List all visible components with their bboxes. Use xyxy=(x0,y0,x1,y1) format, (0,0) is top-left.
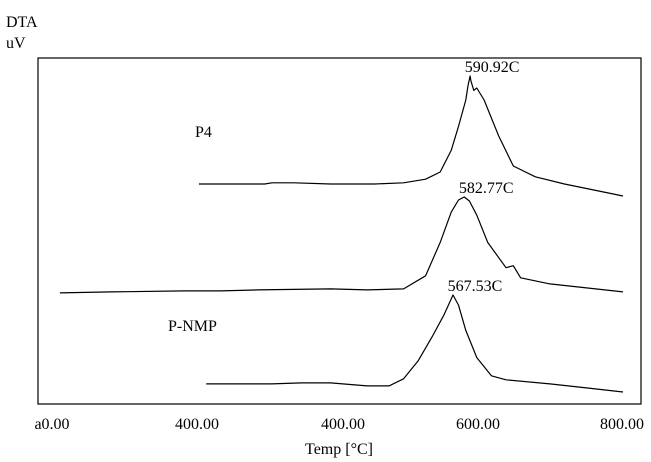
x-axis-title: Temp [°C] xyxy=(305,441,373,458)
x-tick-label: a0.00 xyxy=(34,416,69,433)
plot-frame xyxy=(37,57,642,405)
peak-label: 590.92C xyxy=(465,59,520,76)
dta-trace-0 xyxy=(198,75,624,197)
x-tick-labels: a0.00 400.00 400.00 600.00 800.00 xyxy=(34,416,644,433)
trace-labels: 590.92C P4 582.77C 567.53C P-NMP xyxy=(168,59,519,335)
series-name-label: P-NMP xyxy=(168,318,217,335)
y-axis-title-line2: uV xyxy=(6,35,26,52)
peak-label: 582.77C xyxy=(459,180,514,197)
peak-label: 567.53C xyxy=(448,278,503,295)
y-axis-title-line1: DTA xyxy=(6,14,38,31)
x-tick-label: 400.00 xyxy=(321,416,365,433)
dta-trace-2 xyxy=(206,294,624,393)
x-tick-label: 800.00 xyxy=(600,416,644,433)
x-tick-label: 400.00 xyxy=(175,416,219,433)
series-name-label: P4 xyxy=(195,124,212,141)
dta-trace-1 xyxy=(59,196,624,294)
x-tick-label: 600.00 xyxy=(456,416,500,433)
dta-traces xyxy=(59,75,624,393)
